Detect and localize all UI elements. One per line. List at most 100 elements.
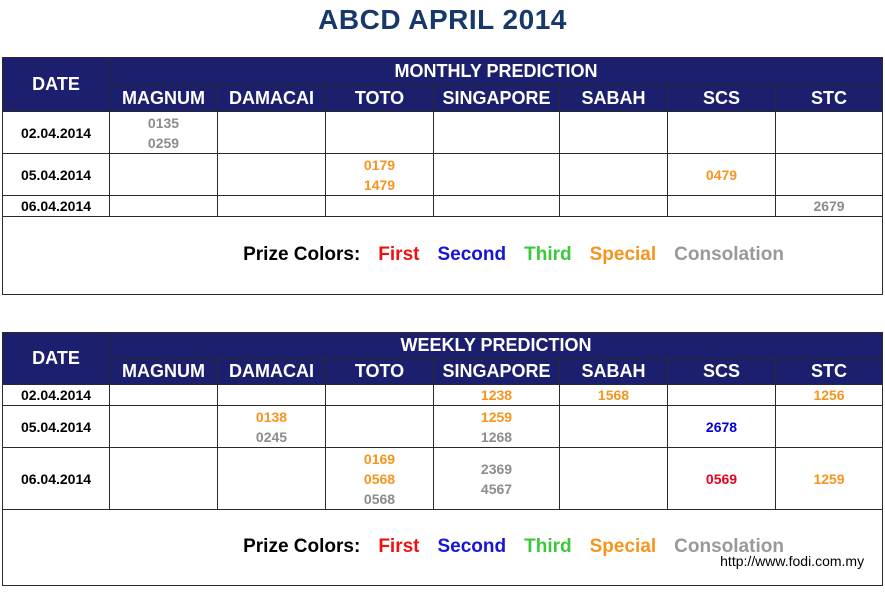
cell-scs: 0569 [667, 447, 776, 510]
cell-stc [774, 111, 884, 154]
prediction-number: 1259 [813, 470, 845, 487]
prediction-number: 1268 [480, 428, 513, 445]
cell-sabah [559, 111, 668, 154]
column-header-magnum: MAGNUM [109, 358, 218, 385]
prediction-number: 2679 [813, 198, 845, 214]
cell-magnum [109, 447, 218, 510]
prediction-number: 0479 [705, 166, 738, 183]
column-header-scs: SCS [667, 84, 776, 112]
legend-third: Third [524, 243, 572, 265]
prize-colors-legend: Prize Colors: First Second Third Special Cons… [3, 536, 882, 560]
legend-first: First [378, 535, 420, 557]
prediction-number: 0138 [255, 408, 288, 425]
legend-special: Special [589, 243, 657, 265]
cell-stc: 2679 [774, 195, 884, 217]
row-date: 02.04.2014 [2, 111, 110, 154]
cell-magnum [109, 405, 218, 448]
column-header-singapore: SINGAPORE [433, 84, 560, 112]
prediction-number: 2678 [705, 418, 738, 435]
cell-scs [667, 384, 776, 406]
row-date: 05.04.2014 [2, 153, 110, 196]
cell-sabah [559, 195, 668, 217]
cell-magnum [109, 153, 218, 196]
cell-magnum: 0135 0259 [109, 111, 218, 154]
cell-damacai: 0138 0245 [217, 405, 326, 448]
table-row: 06.04.2014 2679 [2, 195, 884, 217]
legend-consolation: Consolation [674, 535, 784, 557]
column-header-scs: SCS [667, 358, 776, 385]
cell-singapore: 1259 1268 [433, 405, 560, 448]
row-date: 05.04.2014 [2, 405, 110, 448]
cell-scs: 0479 [667, 153, 776, 196]
column-header-singapore: SINGAPORE [433, 358, 560, 385]
legend-second: Second [437, 535, 507, 557]
prediction-number: 0245 [255, 428, 288, 445]
prediction-number: 0568 [363, 490, 396, 507]
monthly-legend-cell: Prize Colors: First Second Third Special Cons… [1, 216, 884, 295]
legend-label: Prize Colors: [243, 535, 361, 557]
table-row: 05.04.2014 0179 1479 0479 [2, 153, 884, 196]
cell-singapore [433, 153, 560, 196]
column-header-toto: TOTO [325, 84, 434, 112]
column-header-stc: STC [774, 84, 884, 112]
column-header-toto: TOTO [325, 358, 434, 385]
legend-consolation: Consolation [674, 243, 784, 265]
prediction-number: 1568 [597, 387, 630, 403]
weekly-rows: 02.04.2014 1238 1568 1256 05.04.2014 0138 0245… [2, 384, 884, 510]
page-title: ABCD APRIL 2014 [318, 4, 567, 35]
cell-toto [325, 405, 434, 448]
prediction-number: 0169 [363, 450, 396, 467]
column-header-stc: STC [774, 358, 884, 385]
cell-stc [774, 405, 884, 448]
prediction-number: 0135 [147, 114, 180, 131]
prediction-number: 4567 [480, 480, 513, 497]
source-url: http://www.fodi.com.my [720, 553, 865, 569]
prediction-number: 0179 [363, 156, 396, 173]
cell-scs: 2678 [667, 405, 776, 448]
legend-second: Second [437, 243, 507, 265]
cell-scs [667, 111, 776, 154]
column-header-sabah: SABAH [559, 358, 668, 385]
table-row: 02.04.2014 1238 1568 1256 [2, 384, 884, 406]
prediction-number: 1238 [480, 387, 513, 403]
weekly-legend-cell: Prize Colors: First Second Third Special Cons… [1, 509, 884, 586]
cell-damacai [217, 195, 326, 217]
monthly-column-headers: MAGNUM DAMACAI TOTO SINGAPORE SABAH SCS … [3, 84, 884, 112]
prediction-number: 0259 [147, 134, 180, 151]
column-header-magnum: MAGNUM [109, 84, 218, 112]
row-date: 06.04.2014 [2, 447, 110, 510]
weekly-column-headers: MAGNUM DAMACAI TOTO SINGAPORE SABAH SCS … [3, 358, 884, 385]
prediction-number: 1259 [480, 408, 513, 425]
date-column-header: DATE [2, 332, 110, 385]
cell-sabah: 1568 [559, 384, 668, 406]
cell-stc: 1256 [774, 384, 884, 406]
cell-stc: 1259 [774, 447, 884, 510]
prize-colors-legend: Prize Colors: First Second Third Special Cons… [3, 244, 882, 268]
legend-third: Third [524, 535, 572, 557]
column-header-sabah: SABAH [559, 84, 668, 112]
prediction-number: 2369 [480, 460, 513, 477]
cell-singapore: 1238 [433, 384, 560, 406]
cell-sabah [559, 153, 668, 196]
table-row: 05.04.2014 0138 0245 1259 1268 2678 [2, 405, 884, 448]
cell-scs [667, 195, 776, 217]
column-header-damacai: DAMACAI [217, 84, 326, 112]
cell-damacai [217, 447, 326, 510]
weekly-prediction-heading: WEEKLY PREDICTION [108, 332, 884, 359]
prediction-number: 1256 [813, 387, 845, 403]
row-date: 02.04.2014 [2, 384, 110, 406]
cell-singapore [433, 111, 560, 154]
row-date: 06.04.2014 [2, 195, 110, 217]
table-row: 06.04.2014 0169 0568 0568 2369 4567 0569 1259 [2, 447, 884, 510]
cell-toto [325, 111, 434, 154]
cell-toto [325, 384, 434, 406]
cell-sabah [559, 405, 668, 448]
date-column-header: DATE [2, 57, 110, 112]
cell-sabah [559, 447, 668, 510]
cell-damacai [217, 153, 326, 196]
legend-first: First [378, 243, 420, 265]
prediction-number: 0569 [705, 470, 738, 487]
cell-stc [774, 153, 884, 196]
monthly-prediction-table: DATE MONTHLY PREDICTION MAGNUM DAMACAI T… [1, 57, 884, 295]
cell-damacai [217, 384, 326, 406]
